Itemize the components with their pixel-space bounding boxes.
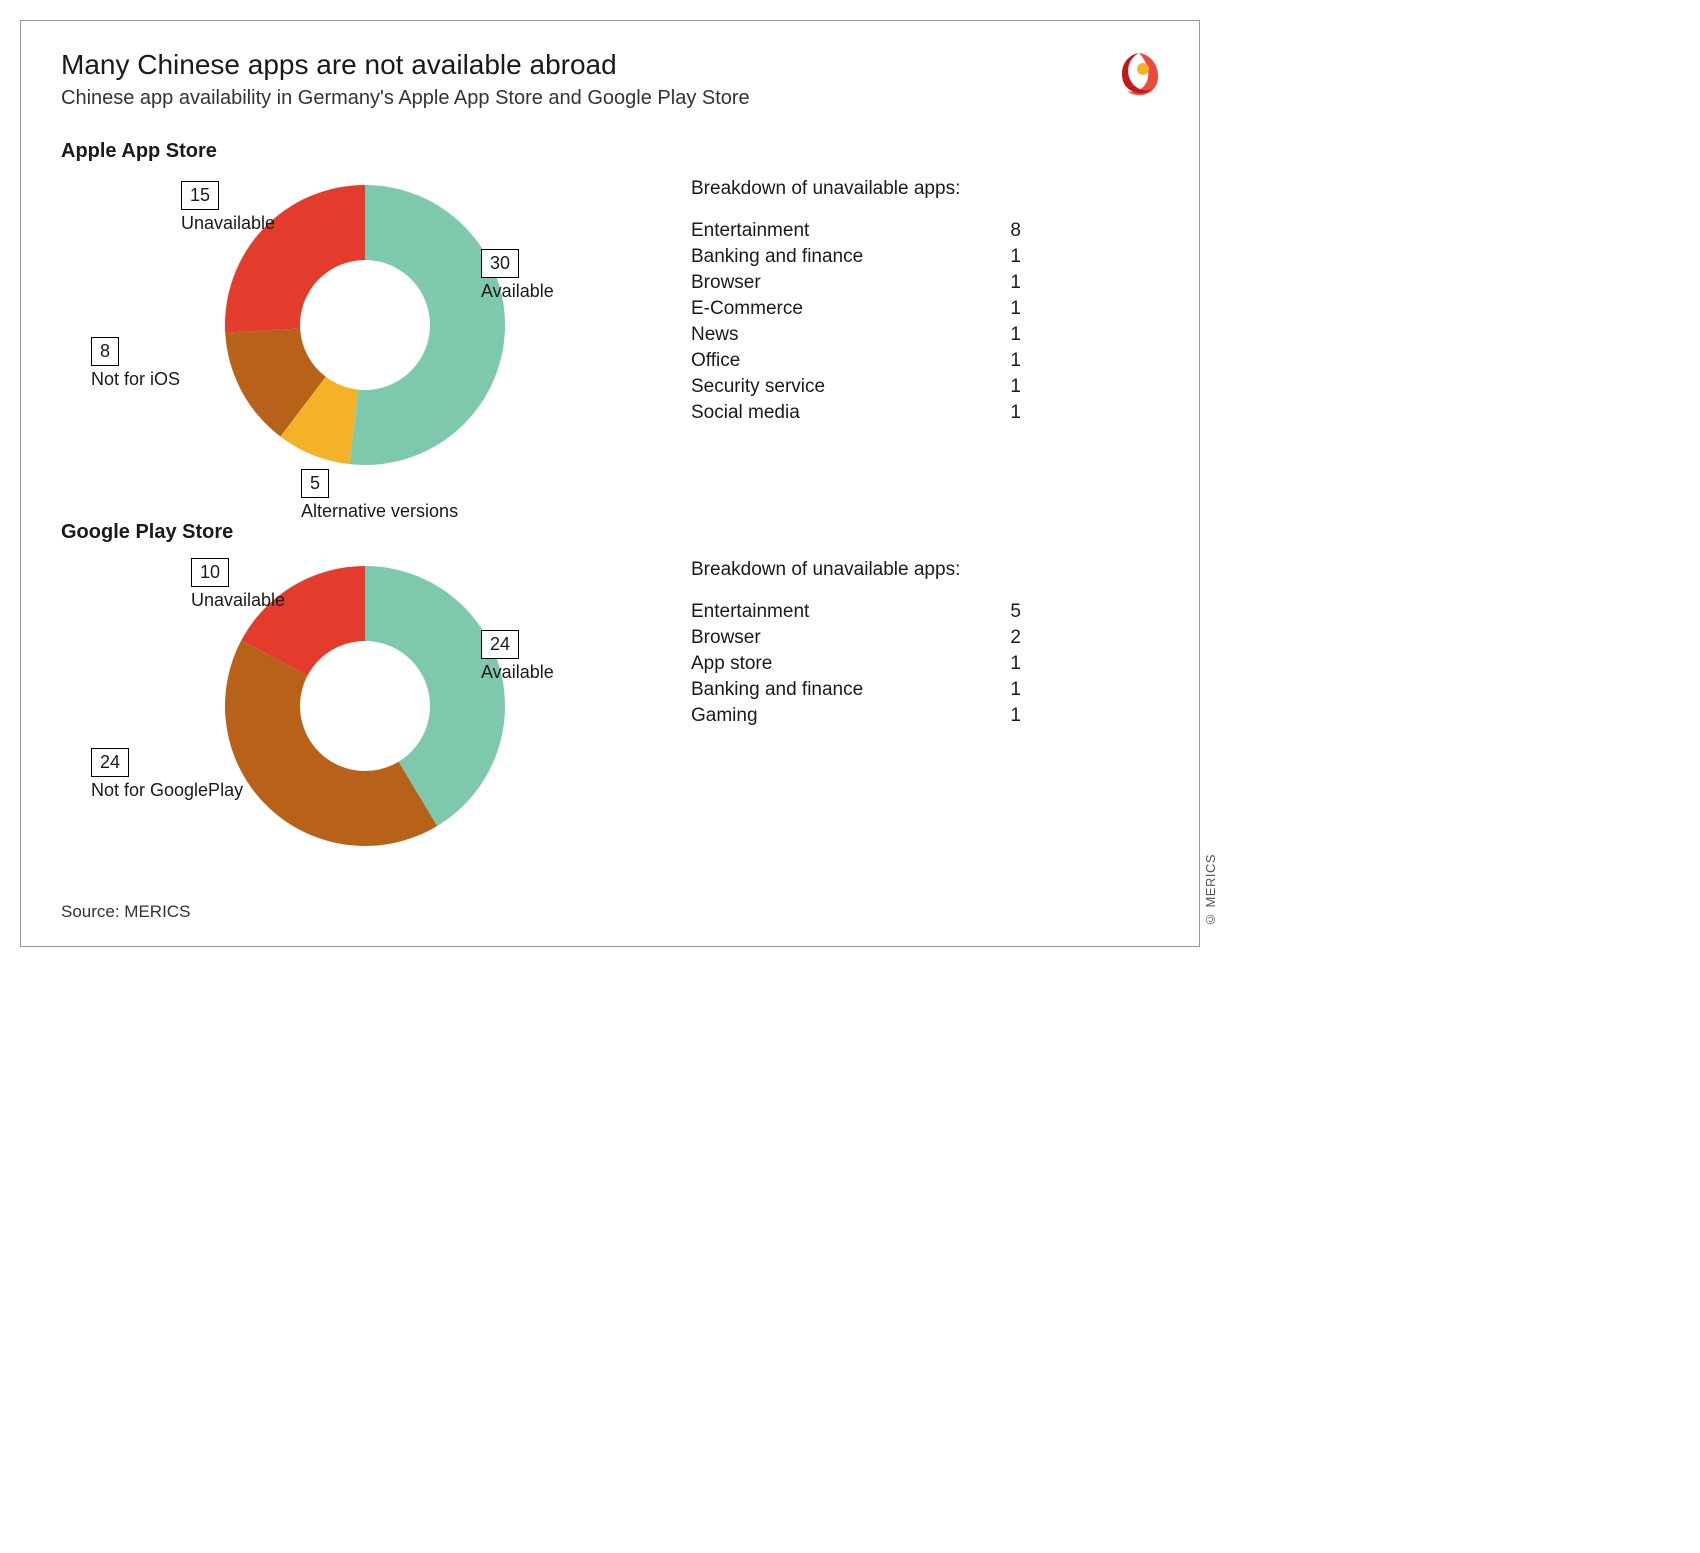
breakdown-value: 1 [1010, 246, 1021, 268]
chart-subtitle: Chinese app availability in Germany's Ap… [61, 87, 1159, 110]
slice-label: 30Available [481, 249, 554, 304]
slice-value: 30 [481, 249, 519, 278]
breakdown-key: Browser [691, 272, 761, 294]
breakdown-row: Security service 1 [691, 374, 1021, 400]
slice-value: 15 [181, 181, 219, 210]
breakdown-key: News [691, 324, 739, 346]
copyright-label: © MERICS [1203, 854, 1218, 927]
chart-section: Google Play Store24Available24Not for Go… [61, 521, 1159, 892]
donut-slice [350, 185, 505, 465]
breakdown-list: Breakdown of unavailable apps: Entertainm… [691, 521, 1159, 729]
breakdown-value: 5 [1010, 601, 1021, 623]
breakdown-value: 1 [1010, 653, 1021, 675]
breakdown-key: App store [691, 653, 772, 675]
breakdown-row: Gaming 1 [691, 703, 1021, 729]
slice-name: Available [481, 280, 554, 303]
breakdown-key: Security service [691, 376, 825, 398]
donut-slice [225, 640, 437, 846]
chart-section: Apple App Store30Available5Alternative v… [61, 140, 1159, 511]
slice-label: 24Available [481, 630, 554, 685]
breakdown-key: Banking and finance [691, 246, 863, 268]
breakdown-value: 1 [1010, 402, 1021, 424]
source-line: Source: MERICS [61, 902, 1159, 922]
merics-logo-icon [1113, 49, 1165, 106]
section-title: Google Play Store [61, 521, 641, 544]
breakdown-value: 1 [1010, 350, 1021, 372]
breakdown-row: Office 1 [691, 348, 1021, 374]
slice-name: Not for GooglePlay [91, 779, 243, 802]
breakdown-row: Social media 1 [691, 400, 1021, 426]
breakdown-title: Breakdown of unavailable apps: [691, 178, 1159, 200]
breakdown-key: Social media [691, 402, 800, 424]
slice-name: Alternative versions [301, 500, 458, 523]
breakdown-value: 8 [1010, 220, 1021, 242]
breakdown-key: Gaming [691, 705, 758, 727]
breakdown-value: 1 [1010, 272, 1021, 294]
chart-title: Many Chinese apps are not available abro… [61, 49, 1159, 81]
donut-chart: 24Available24Not for GooglePlay10Unavail… [161, 552, 601, 892]
breakdown-row: Browser 1 [691, 270, 1021, 296]
chart-panel: Many Chinese apps are not available abro… [20, 20, 1200, 947]
breakdown-title: Breakdown of unavailable apps: [691, 559, 1159, 581]
breakdown-row: E-Commerce 1 [691, 296, 1021, 322]
slice-value: 5 [301, 469, 329, 498]
slice-label: 24Not for GooglePlay [91, 748, 243, 803]
breakdown-row: Browser 2 [691, 625, 1021, 651]
breakdown-row: Banking and finance 1 [691, 244, 1021, 270]
breakdown-key: Banking and finance [691, 679, 863, 701]
breakdown-key: Entertainment [691, 601, 809, 623]
breakdown-key: Browser [691, 627, 761, 649]
slice-name: Available [481, 661, 554, 684]
slice-name: Unavailable [191, 589, 285, 612]
breakdown-key: Entertainment [691, 220, 809, 242]
breakdown-value: 1 [1010, 298, 1021, 320]
slice-value: 24 [481, 630, 519, 659]
slice-value: 24 [91, 748, 129, 777]
breakdown-key: Office [691, 350, 740, 372]
breakdown-value: 1 [1010, 705, 1021, 727]
breakdown-value: 1 [1010, 376, 1021, 398]
breakdown-value: 2 [1010, 627, 1021, 649]
breakdown-list: Breakdown of unavailable apps: Entertainm… [691, 140, 1159, 426]
slice-value: 8 [91, 337, 119, 366]
slice-value: 10 [191, 558, 229, 587]
slice-label: 10Unavailable [191, 558, 285, 613]
slice-name: Not for iOS [91, 368, 180, 391]
breakdown-row: News 1 [691, 322, 1021, 348]
breakdown-key: E-Commerce [691, 298, 803, 320]
breakdown-value: 1 [1010, 679, 1021, 701]
slice-label: 15Unavailable [181, 181, 275, 236]
donut-chart: 30Available5Alternative versions8Not for… [161, 171, 601, 511]
slice-name: Unavailable [181, 212, 275, 235]
breakdown-row: Entertainment 8 [691, 218, 1021, 244]
slice-label: 5Alternative versions [301, 469, 458, 524]
breakdown-row: Entertainment 5 [691, 599, 1021, 625]
breakdown-value: 1 [1010, 324, 1021, 346]
breakdown-row: App store 1 [691, 651, 1021, 677]
breakdown-row: Banking and finance 1 [691, 677, 1021, 703]
section-title: Apple App Store [61, 140, 641, 163]
slice-label: 8Not for iOS [91, 337, 180, 392]
